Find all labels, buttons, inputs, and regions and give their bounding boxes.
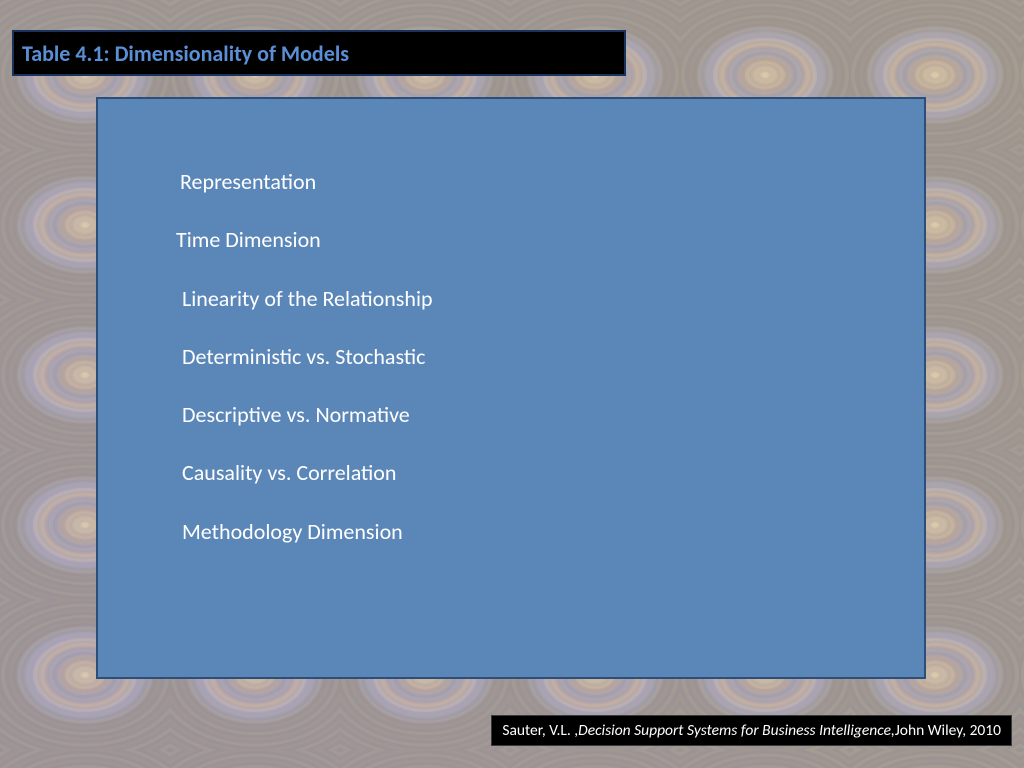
slide-title: Table 4.1: Dimensionality of Models	[22, 40, 349, 67]
dimension-list: Representation Time Dimension Linearity of…	[176, 169, 433, 577]
citation-publisher: John Wiley, 2010	[895, 721, 1001, 740]
dimension-item: Representation	[180, 169, 433, 194]
dimension-item: Methodology Dimension	[182, 519, 433, 544]
slide-title-box: Table 4.1: Dimensionality of Models	[12, 30, 626, 76]
dimension-item: Linearity of the Relationship	[182, 286, 433, 311]
content-panel: Representation Time Dimension Linearity of…	[96, 97, 926, 679]
dimension-item: Deterministic vs. Stochastic	[182, 344, 433, 369]
dimension-item: Time Dimension	[176, 227, 433, 252]
citation-box: Sauter, V.L. , Decision Support Systems …	[491, 715, 1012, 746]
citation-author: Sauter, V.L. ,	[502, 721, 578, 740]
dimension-item: Causality vs. Correlation	[182, 460, 433, 485]
dimension-item: Descriptive vs. Normative	[182, 402, 433, 427]
citation-title: Decision Support Systems for Business In…	[578, 721, 895, 740]
